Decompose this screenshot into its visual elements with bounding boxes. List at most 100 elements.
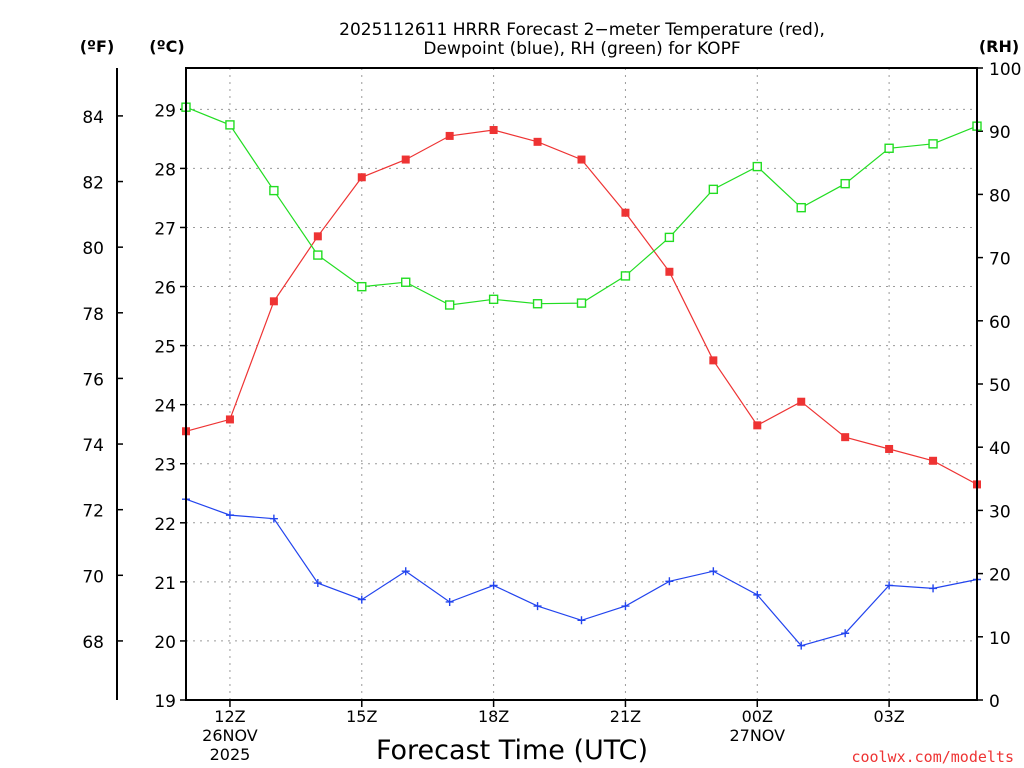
celsius-tick-label: 21 bbox=[154, 574, 176, 594]
time-tick-date: 26NOV bbox=[202, 726, 258, 745]
data-point bbox=[313, 232, 322, 241]
data-point bbox=[577, 155, 586, 164]
rh-axis: 0 10 20 30 40 50 60 70 80 90 100 bbox=[977, 60, 1021, 712]
celsius-tick-label: 22 bbox=[154, 515, 176, 535]
time-tick-year: 2025 bbox=[210, 745, 251, 764]
data-point bbox=[357, 173, 366, 182]
celsius-tick-label: 23 bbox=[154, 456, 176, 476]
celsius-tick-label: 25 bbox=[154, 338, 176, 358]
data-point bbox=[488, 294, 499, 305]
data-point bbox=[709, 567, 718, 576]
fahrenheit-axis: 68 70 72 74 76 78 80 82 84 bbox=[82, 108, 123, 653]
data-point bbox=[841, 629, 850, 638]
series-2-meter-temperature bbox=[182, 126, 981, 489]
fahrenheit-tick-label: 74 bbox=[82, 436, 104, 456]
data-point bbox=[621, 602, 630, 611]
data-point bbox=[576, 298, 587, 308]
data-point bbox=[532, 299, 543, 309]
data-point bbox=[841, 433, 850, 442]
rh-tick-label: 80 bbox=[989, 186, 1011, 206]
celsius-axis: 19 20 21 22 23 24 25 26 27 28 29 bbox=[154, 101, 186, 712]
data-point bbox=[225, 511, 234, 520]
data-point bbox=[929, 456, 938, 465]
data-point bbox=[708, 184, 719, 195]
data-point bbox=[533, 137, 542, 146]
chart-title-line2: Dewpoint (blue), RH (green) for KOPF bbox=[423, 39, 740, 59]
rh-tick-label: 40 bbox=[989, 439, 1011, 459]
data-point bbox=[401, 277, 411, 287]
data-point bbox=[445, 131, 454, 140]
data-point bbox=[489, 126, 498, 135]
data-point bbox=[357, 595, 366, 604]
rh-tick-label: 100 bbox=[989, 60, 1021, 80]
series-line bbox=[185, 106, 978, 306]
x-axis-title: Forecast Time (UTC) bbox=[376, 735, 648, 766]
fahrenheit-tick-label: 82 bbox=[82, 174, 104, 194]
data-point bbox=[753, 590, 762, 599]
celsius-tick-label: 20 bbox=[154, 633, 176, 653]
data-point bbox=[533, 602, 542, 611]
time-tick-label: 15Z bbox=[346, 707, 377, 726]
data-point bbox=[225, 120, 235, 130]
data-point bbox=[884, 143, 894, 153]
time-tick-date: 27NOV bbox=[729, 726, 785, 745]
data-point bbox=[709, 356, 718, 365]
data-point bbox=[796, 202, 806, 213]
rh-tick-label: 30 bbox=[989, 502, 1011, 522]
time-tick-label: 21Z bbox=[610, 707, 641, 726]
chart-title-line1: 2025112611 HRRR Forecast 2−meter Tempera… bbox=[339, 20, 825, 40]
data-point bbox=[621, 208, 630, 217]
fahrenheit-tick-label: 78 bbox=[82, 305, 104, 325]
time-tick-label: 00Z bbox=[742, 707, 773, 726]
data-point bbox=[313, 250, 323, 260]
time-tick-label: 03Z bbox=[873, 707, 904, 726]
fahrenheit-tick-label: 72 bbox=[82, 502, 104, 522]
data-point bbox=[577, 616, 586, 625]
data-point bbox=[840, 178, 850, 189]
fahrenheit-unit-label: (ºF) bbox=[80, 37, 115, 56]
data-point bbox=[664, 232, 675, 243]
data-point bbox=[313, 579, 322, 588]
rh-tick-label: 90 bbox=[989, 123, 1011, 143]
data-point bbox=[444, 300, 455, 310]
rh-tick-label: 50 bbox=[989, 376, 1011, 396]
data-point bbox=[665, 267, 674, 276]
data-point bbox=[928, 139, 938, 149]
celsius-tick-label: 26 bbox=[154, 279, 176, 299]
fahrenheit-tick-label: 68 bbox=[82, 633, 104, 653]
celsius-tick-label: 27 bbox=[154, 219, 176, 239]
data-point bbox=[401, 155, 410, 164]
data-point bbox=[797, 397, 806, 406]
fahrenheit-tick-label: 84 bbox=[82, 108, 104, 128]
data-point bbox=[269, 185, 279, 196]
data-point bbox=[269, 297, 278, 306]
rh-tick-label: 60 bbox=[989, 313, 1011, 333]
data-point bbox=[489, 581, 498, 590]
celsius-tick-label: 29 bbox=[154, 101, 176, 121]
celsius-unit-label: (ºC) bbox=[149, 37, 184, 56]
data-point bbox=[401, 567, 410, 576]
fahrenheit-tick-label: 76 bbox=[82, 370, 104, 390]
rh-unit-label: (RH) bbox=[979, 37, 1019, 56]
time-tick-label: 12Z bbox=[214, 707, 245, 726]
time-tick-label: 18Z bbox=[478, 707, 509, 726]
plot-frame bbox=[185, 67, 978, 701]
data-point bbox=[665, 577, 674, 586]
data-point bbox=[620, 271, 631, 281]
data-point bbox=[753, 421, 762, 430]
data-point bbox=[752, 161, 762, 172]
series-layer bbox=[181, 102, 982, 650]
data-point bbox=[445, 597, 454, 606]
celsius-tick-label: 24 bbox=[154, 397, 176, 417]
celsius-tick-label: 28 bbox=[154, 160, 176, 180]
data-point bbox=[797, 641, 806, 650]
data-point bbox=[357, 281, 367, 292]
data-point bbox=[225, 415, 234, 424]
data-point bbox=[885, 444, 894, 453]
fahrenheit-tick-label: 70 bbox=[82, 567, 104, 587]
fahrenheit-tick-label: 80 bbox=[82, 239, 104, 259]
celsius-tick-label: 19 bbox=[154, 692, 176, 712]
rh-tick-label: 20 bbox=[989, 566, 1011, 586]
